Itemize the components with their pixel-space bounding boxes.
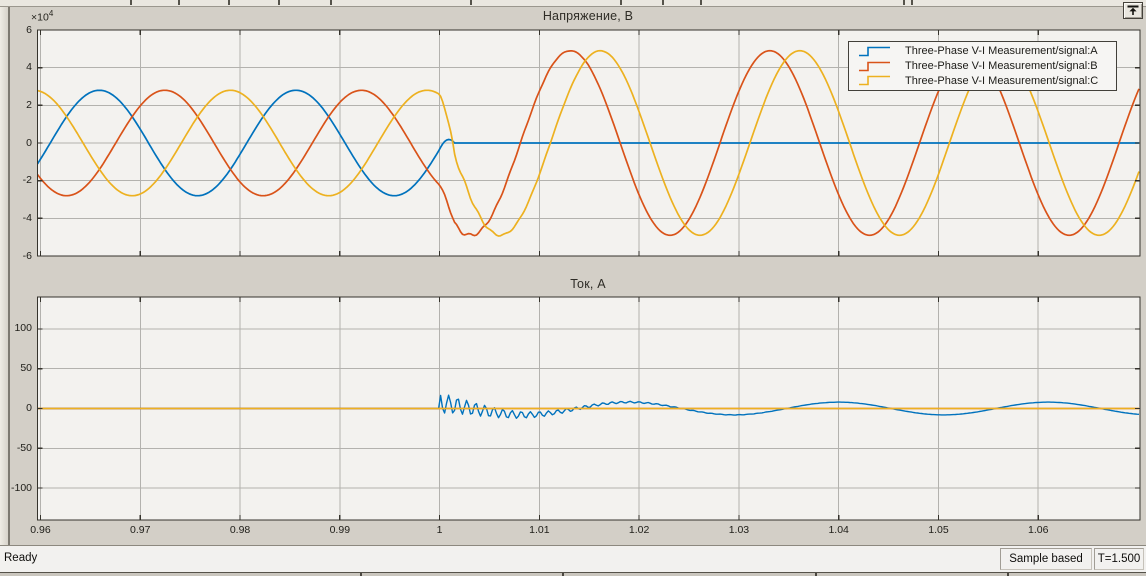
- y-scale-base: ×10: [31, 11, 49, 24]
- dock-arrow-icon: [1127, 5, 1139, 15]
- bottom-edge-mark: [562, 573, 564, 576]
- toolbar-edge-mark: [700, 0, 702, 5]
- y-tick-label: -4: [22, 211, 32, 224]
- x-tick-label: 0.98: [229, 524, 251, 536]
- y-tick-label: 4: [26, 61, 32, 74]
- x-tick-label: 1.06: [1028, 524, 1049, 536]
- status-sample-mode: Sample based: [1000, 548, 1092, 570]
- y-tick-label: 0: [26, 136, 32, 149]
- legend-label: Three-Phase V-I Measurement/signal:A: [905, 45, 1098, 58]
- toolbar-edge: [0, 0, 1146, 7]
- bottom-edge-mark: [815, 573, 817, 576]
- bottom-edge-mark: [360, 573, 362, 576]
- x-tick-label: 1.02: [628, 524, 650, 536]
- x-tick-label: 1.04: [828, 524, 849, 536]
- x-tick-label: 1.03: [728, 524, 750, 536]
- toolbar-edge-mark: [178, 0, 180, 5]
- legend-item: Three-Phase V-I Measurement/signal:C: [857, 73, 1110, 88]
- toolbar-edge-mark: [130, 0, 132, 5]
- y-scale-exponent: 4: [48, 9, 54, 18]
- toolbar-edge-mark: [662, 0, 664, 5]
- x-tick-label: 0.99: [329, 524, 351, 536]
- legend-line-icon-a: [859, 46, 890, 57]
- bottom-edge: [0, 572, 1146, 576]
- legend-item: Three-Phase V-I Measurement/signal:B: [857, 59, 1110, 74]
- toolbar-edge-mark: [330, 0, 332, 5]
- x-tick-label: 0.96: [30, 524, 51, 536]
- chart-title-current: Ток, А: [570, 277, 606, 291]
- y-tick-label: -100: [10, 481, 32, 494]
- y-tick-label: 50: [20, 362, 32, 375]
- toolbar-edge-mark: [278, 0, 280, 5]
- y-tick-label: 100: [14, 322, 32, 335]
- legend[interactable]: Three-Phase V-I Measurement/signal:A Thr…: [848, 41, 1117, 91]
- bottom-edge-mark: [1007, 573, 1009, 576]
- window-left-edge: [0, 7, 8, 545]
- y-tick-label: -50: [16, 441, 32, 454]
- x-tick-label: 1.01: [529, 524, 550, 536]
- legend-item: Three-Phase V-I Measurement/signal:A: [857, 44, 1110, 59]
- toolbar-edge-mark: [911, 0, 913, 5]
- x-tick-label: 0.97: [130, 524, 151, 536]
- y-tick-label: 2: [26, 98, 32, 111]
- status-text: Ready: [4, 552, 38, 564]
- chart-title-voltage: Напряжение, В: [542, 9, 634, 23]
- toolbar-edge-mark: [470, 0, 472, 5]
- window-left-border: [8, 7, 10, 545]
- x-tick-label: 1.05: [928, 524, 949, 536]
- status-bar: Ready Sample based T=1.500: [0, 545, 1146, 572]
- legend-label: Three-Phase V-I Measurement/signal:C: [905, 74, 1099, 87]
- y-tick-label: -2: [22, 174, 32, 187]
- x-tick-label: 1: [436, 524, 443, 536]
- y-axis-scale-label: ×104: [31, 9, 53, 24]
- y-tick-label: 6: [26, 23, 32, 36]
- legend-line-icon-c: [859, 75, 890, 86]
- y-tick-label: 0: [26, 402, 32, 414]
- toolbar-edge-mark: [620, 0, 622, 5]
- status-sim-time: T=1.500: [1094, 548, 1144, 570]
- legend-line-icon-b: [859, 61, 890, 71]
- toolbar-edge-mark: [903, 0, 905, 5]
- dock-button[interactable]: [1123, 2, 1143, 19]
- toolbar-edge-mark: [228, 0, 230, 5]
- y-tick-label: -6: [22, 249, 32, 262]
- legend-label: Three-Phase V-I Measurement/signal:B: [905, 60, 1098, 72]
